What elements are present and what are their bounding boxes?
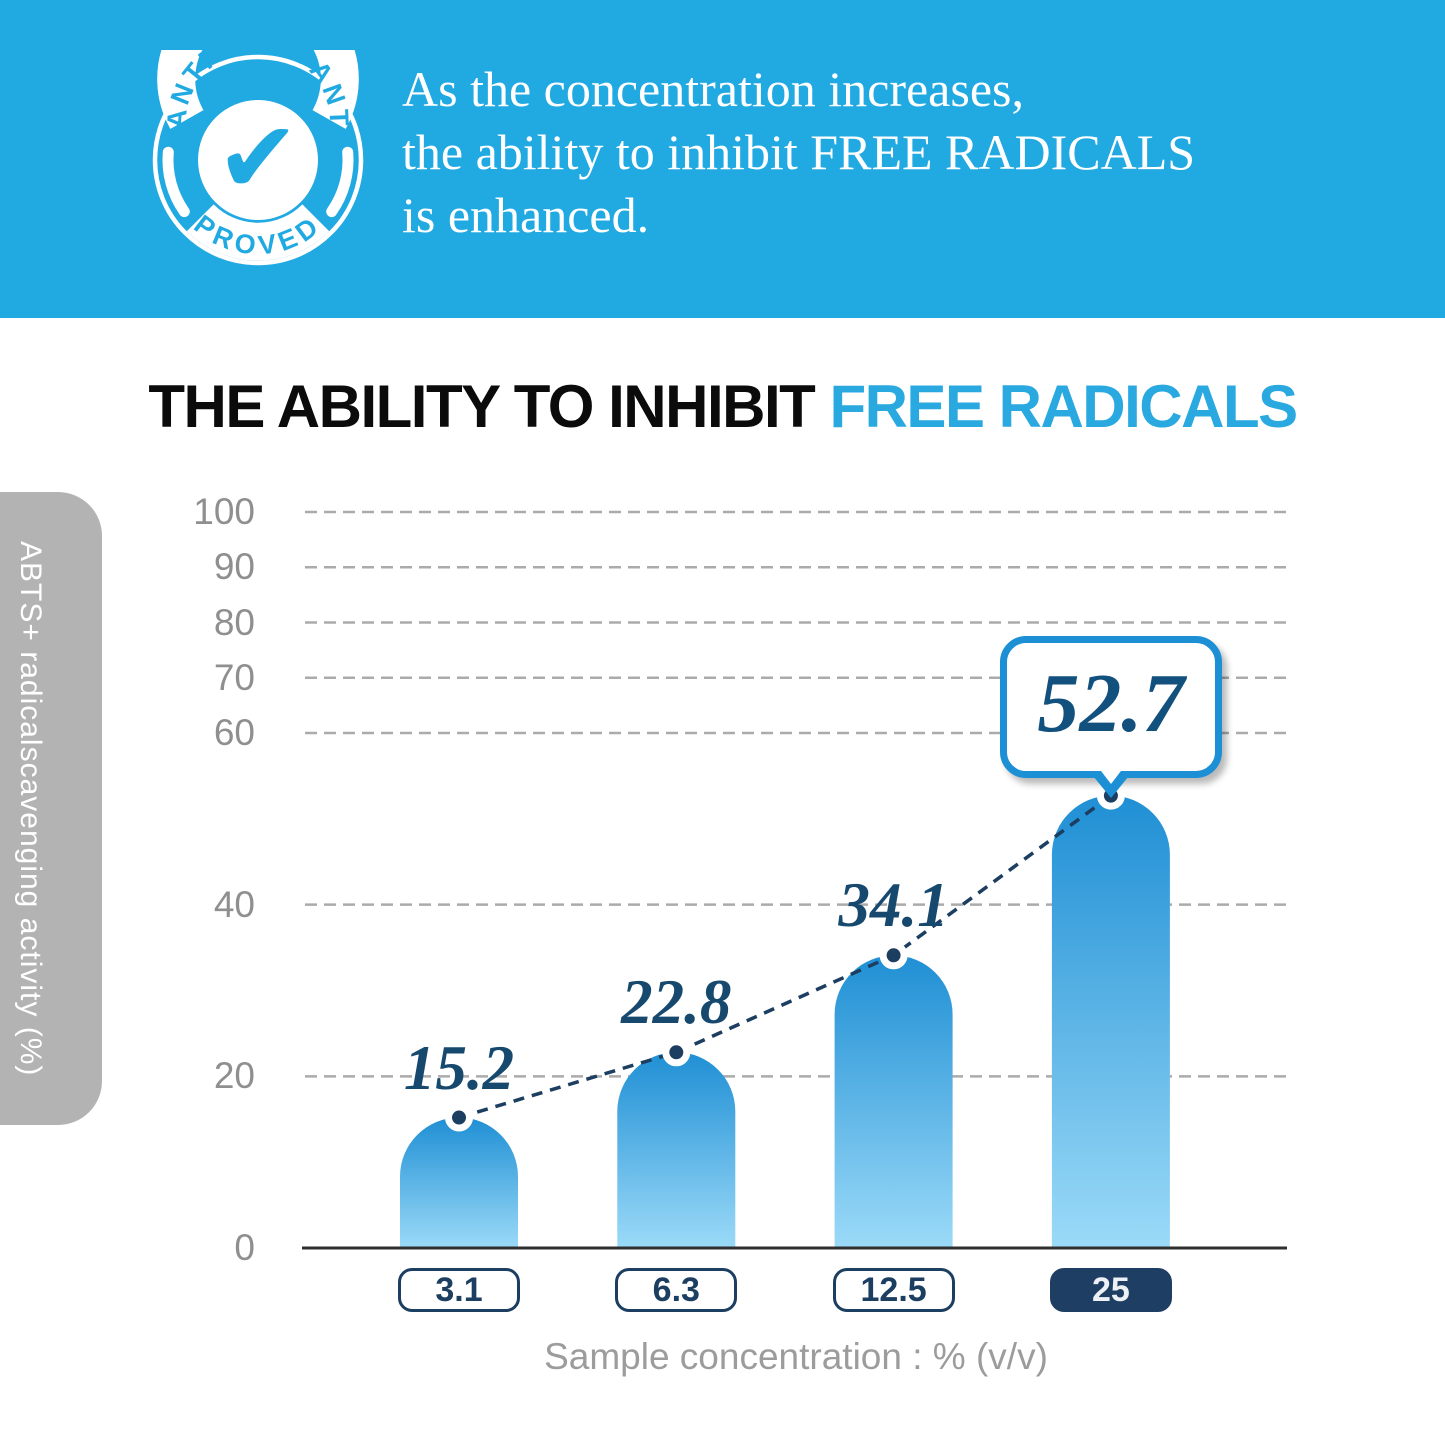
- y-tick-90: 90: [213, 546, 255, 588]
- bar-6.3: [617, 1052, 736, 1248]
- value-label-22.8: 22.8: [621, 967, 732, 1038]
- callout-value: 52.7: [1037, 657, 1185, 751]
- trend-line: [458, 794, 1112, 1120]
- x-axis-caption: Sample concentration : % (v/v): [544, 1336, 1048, 1377]
- point-marker-3.1: [445, 1103, 473, 1132]
- page-title: THE ABILITY TO INHIBIT FREE RADICALS: [0, 372, 1445, 441]
- badge-bracket-left: [162, 146, 190, 218]
- bar-12.5: [834, 955, 953, 1248]
- bar-3.1: [400, 1117, 518, 1248]
- bar-25: [1051, 795, 1170, 1248]
- headline-line-3: is enhanced.: [402, 187, 650, 243]
- header-headline: As the concentration increases, the abil…: [402, 58, 1195, 247]
- badge-inner-disc: [198, 100, 318, 220]
- y-tick-0: 0: [234, 1227, 255, 1268]
- y-tick-40: 40: [213, 883, 255, 925]
- x-category-pill-25: 25: [1049, 1268, 1172, 1312]
- page-title-black: THE ABILITY TO INHIBIT: [148, 373, 815, 440]
- x-category-pill-6.3: 6.3: [615, 1268, 738, 1312]
- page-title-blue: FREE RADICALS: [829, 373, 1298, 440]
- value-callout: 52.7: [999, 635, 1222, 778]
- y-axis-title-panel: ABTS+ radicalscavenging activity (%): [0, 492, 102, 1125]
- headline-line-2: the ability to inhibit FREE RADICALS: [402, 124, 1196, 180]
- y-tick-60: 60: [213, 712, 255, 753]
- y-tick-80: 80: [213, 601, 255, 643]
- point-marker-6.3: [662, 1038, 691, 1067]
- y-axis-title: ABTS+ radicalscavenging activity (%): [14, 540, 47, 1077]
- y-tick-70: 70: [213, 656, 255, 698]
- page-title-space: [814, 373, 829, 440]
- value-label-15.2: 15.2: [403, 1032, 515, 1103]
- checkmark-icon: ✔: [216, 99, 300, 216]
- headline-line-1: As the concentration increases,: [402, 61, 1024, 117]
- point-marker-12.5: [879, 941, 908, 970]
- y-tick-20: 20: [213, 1055, 255, 1097]
- badge-band-top: [157, 50, 359, 129]
- header-band: ✔ ANTI OXYDANT PROVED As the concentrati…: [0, 0, 1445, 318]
- x-category-pill-12.5: 12.5: [832, 1268, 955, 1312]
- badge-band-bottom: [186, 203, 330, 261]
- x-category-pill-3.1: 3.1: [398, 1268, 520, 1312]
- badge-bracket-right: [326, 146, 354, 218]
- bar-chart: 0 20 40 60 70 80 90 100 15.2 22.8 34.1 3.1 6.3 12.5 25…: [0, 460, 1445, 1445]
- antioxydant-proved-badge: ✔ ANTI OXYDANT PROVED: [152, 50, 364, 266]
- value-label-34.1: 34.1: [838, 870, 949, 941]
- chart-canvas: [302, 510, 1287, 1250]
- y-tick-100: 100: [193, 491, 255, 532]
- badge-outer-ring: [152, 54, 364, 266]
